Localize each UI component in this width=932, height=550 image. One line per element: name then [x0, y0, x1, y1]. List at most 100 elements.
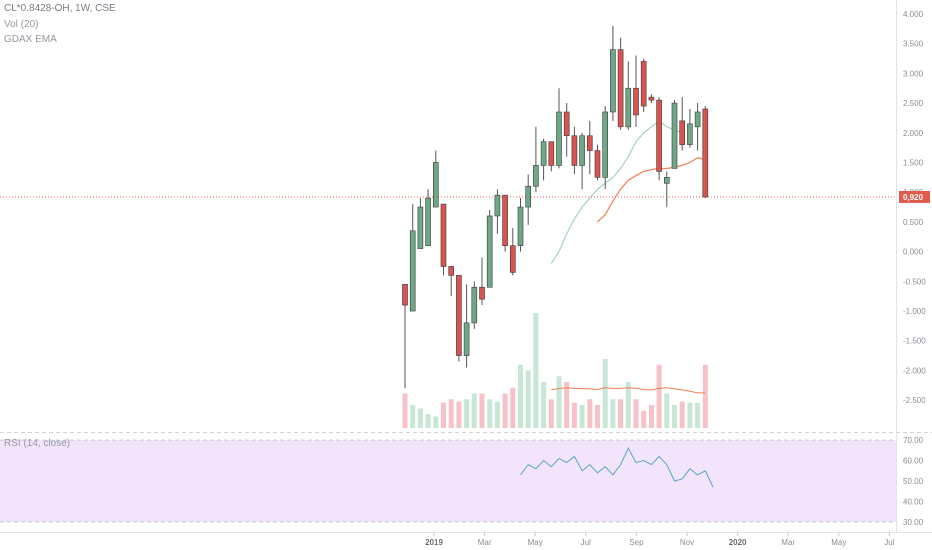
volume-bar	[448, 399, 454, 428]
candle	[556, 88, 562, 169]
volume-bar	[587, 399, 593, 428]
time-tick-label: Nov	[680, 538, 694, 547]
time-tick-label: May	[528, 538, 543, 547]
candle	[586, 120, 593, 175]
candle-body	[463, 322, 470, 356]
candle-body	[579, 135, 585, 166]
candle	[479, 257, 485, 306]
time-tick-label: Jul	[884, 538, 894, 547]
volume-bar	[564, 382, 570, 428]
candle	[509, 227, 516, 276]
rsi-series	[520, 447, 714, 488]
candle	[679, 97, 686, 151]
rsi-axis[interactable]: 70.00 60.00 50.00 40.00 30.00	[903, 436, 924, 527]
rsi-tick-label: 70.00	[903, 436, 924, 445]
volume-bar	[502, 393, 508, 428]
price-tick-label: 3.000	[903, 69, 924, 78]
candle	[671, 100, 678, 169]
time-tick-label: May	[831, 538, 846, 547]
time-tick-label: Mar	[781, 538, 795, 547]
candle-body	[563, 111, 570, 137]
candle	[610, 25, 616, 121]
volume-bar	[687, 402, 693, 428]
candle-body	[502, 194, 508, 246]
volume-bar	[487, 399, 493, 428]
volume-bar	[571, 402, 577, 428]
volume-bar	[679, 401, 685, 428]
candle	[432, 150, 439, 208]
price-tick-label: 0.000	[903, 248, 924, 257]
time-tick-label: Jul	[581, 538, 591, 547]
candle-body	[556, 111, 562, 166]
ema-legend[interactable]: GDAX EMA	[4, 34, 57, 45]
symbol-legend[interactable]: CL*0.8428-OH, 1W, CSE	[4, 3, 116, 14]
price-axis[interactable]: 4.0003.5003.0002.5002.0001.5001.0000.500…	[903, 10, 926, 405]
price-tick-label: 0.500	[903, 218, 924, 227]
rsi-line	[520, 447, 714, 488]
candle	[448, 266, 455, 297]
candle	[579, 132, 585, 190]
candle	[663, 171, 670, 208]
volume-bar	[602, 359, 608, 428]
candle-body	[533, 165, 539, 187]
candle	[625, 61, 632, 130]
time-tick-label: 2020	[729, 538, 747, 547]
candle-body	[694, 111, 701, 128]
candle-body	[571, 135, 578, 166]
volume-bar	[464, 399, 470, 428]
candle	[571, 126, 578, 175]
candle	[648, 94, 655, 104]
candle	[617, 37, 624, 130]
volume-bar	[656, 364, 662, 428]
volume-bar	[641, 410, 647, 428]
candle-body	[448, 266, 455, 276]
candle-body	[517, 206, 524, 246]
candle-body	[633, 87, 639, 116]
candle-body	[594, 150, 601, 178]
candle	[533, 126, 539, 193]
candle	[463, 284, 470, 368]
candle	[456, 275, 462, 362]
price-tick-label: 2.000	[903, 129, 924, 138]
volume-bar	[672, 405, 677, 428]
price-tick-label: -2.000	[903, 366, 926, 375]
volume-bar	[402, 393, 408, 428]
volume-legend[interactable]: Vol (20)	[4, 19, 39, 30]
candle	[548, 141, 555, 172]
rsi-legend[interactable]: RSI (14, close)	[4, 438, 71, 449]
candle-body	[586, 135, 593, 151]
candle	[525, 174, 532, 225]
volume-bar	[410, 405, 416, 428]
candle-body	[640, 61, 647, 107]
volume-bar	[479, 393, 485, 428]
volume-bar	[518, 364, 523, 428]
candle	[602, 106, 609, 190]
volume-bars	[402, 313, 708, 428]
last-price-label: 0,920	[903, 193, 924, 202]
time-axis[interactable]: 2019 Mar May Jul Sep Nov 2020 Mar May Jul	[425, 532, 895, 547]
plot-background	[0, 0, 896, 432]
volume-bar	[548, 399, 554, 428]
volume-bar	[556, 376, 562, 428]
volume-bar	[533, 313, 539, 428]
volume-ma	[551, 387, 706, 394]
rsi-tick-label: 60.00	[903, 457, 924, 466]
last-price-tag	[899, 190, 930, 203]
candle-body	[540, 141, 547, 166]
candle	[694, 103, 701, 151]
candle	[502, 194, 508, 252]
volume-bar	[525, 370, 531, 428]
candle-body	[494, 194, 501, 217]
candle-body	[548, 141, 555, 166]
volume-bar	[610, 399, 616, 428]
volume-bar	[456, 401, 462, 428]
price-tick-label: -1.500	[903, 337, 926, 346]
candle-body	[409, 230, 416, 312]
candle-body	[648, 96, 655, 101]
candle-body	[663, 177, 670, 184]
candle-body	[456, 275, 462, 356]
volume-bar	[494, 401, 500, 428]
volume-bar	[510, 387, 516, 428]
candle	[494, 189, 501, 234]
